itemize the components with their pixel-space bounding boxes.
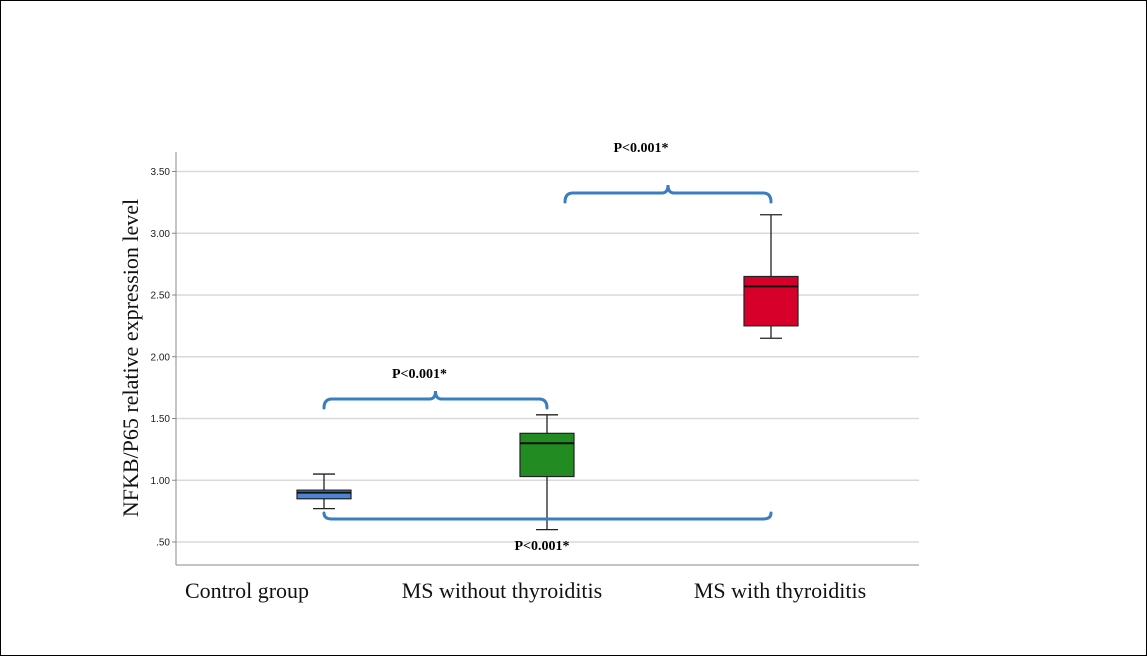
axes	[175, 152, 919, 566]
p-value-label: P<0.001*	[392, 367, 447, 382]
category-label: MS without thyroiditis	[402, 578, 602, 603]
y-axis-label: NFKB/P65 relative expression level	[118, 199, 143, 517]
box-ms-with-thyroiditis	[743, 214, 799, 339]
p-value-label: P<0.001*	[613, 141, 668, 156]
category-label: Control group	[185, 578, 309, 603]
box-iqr	[743, 275, 799, 327]
bracket-control-vs-ms-with	[322, 511, 773, 521]
gridlines	[176, 170, 919, 543]
category-label: MS with thyroiditis	[694, 578, 866, 603]
significance-annotations: P<0.001* P<0.001* P<0.001*	[322, 141, 773, 554]
y-tick-label: 1.00	[151, 476, 171, 487]
category-labels: Control group MS without thyroiditis MS wi…	[185, 578, 866, 603]
y-tick-label: 2.50	[151, 291, 171, 302]
box-control-group	[296, 473, 352, 510]
box-iqr	[519, 432, 575, 478]
y-tick-label: .50	[156, 538, 170, 549]
brace-ms-without-vs-ms-with	[563, 184, 773, 204]
brace-control-vs-ms-without	[322, 390, 549, 410]
y-tick-label: 3.50	[151, 167, 171, 178]
box-ms-without-thyroiditis	[519, 414, 575, 531]
y-tick-label: 2.00	[151, 352, 171, 363]
y-ticks: .50 1.00 1.50 2.00 2.50 3.00 3.50	[151, 167, 176, 549]
boxes	[296, 214, 799, 531]
p-value-label: P<0.001*	[514, 539, 569, 554]
y-tick-label: 1.50	[151, 414, 171, 425]
y-tick-label: 3.00	[151, 229, 171, 240]
box-iqr	[296, 489, 352, 500]
